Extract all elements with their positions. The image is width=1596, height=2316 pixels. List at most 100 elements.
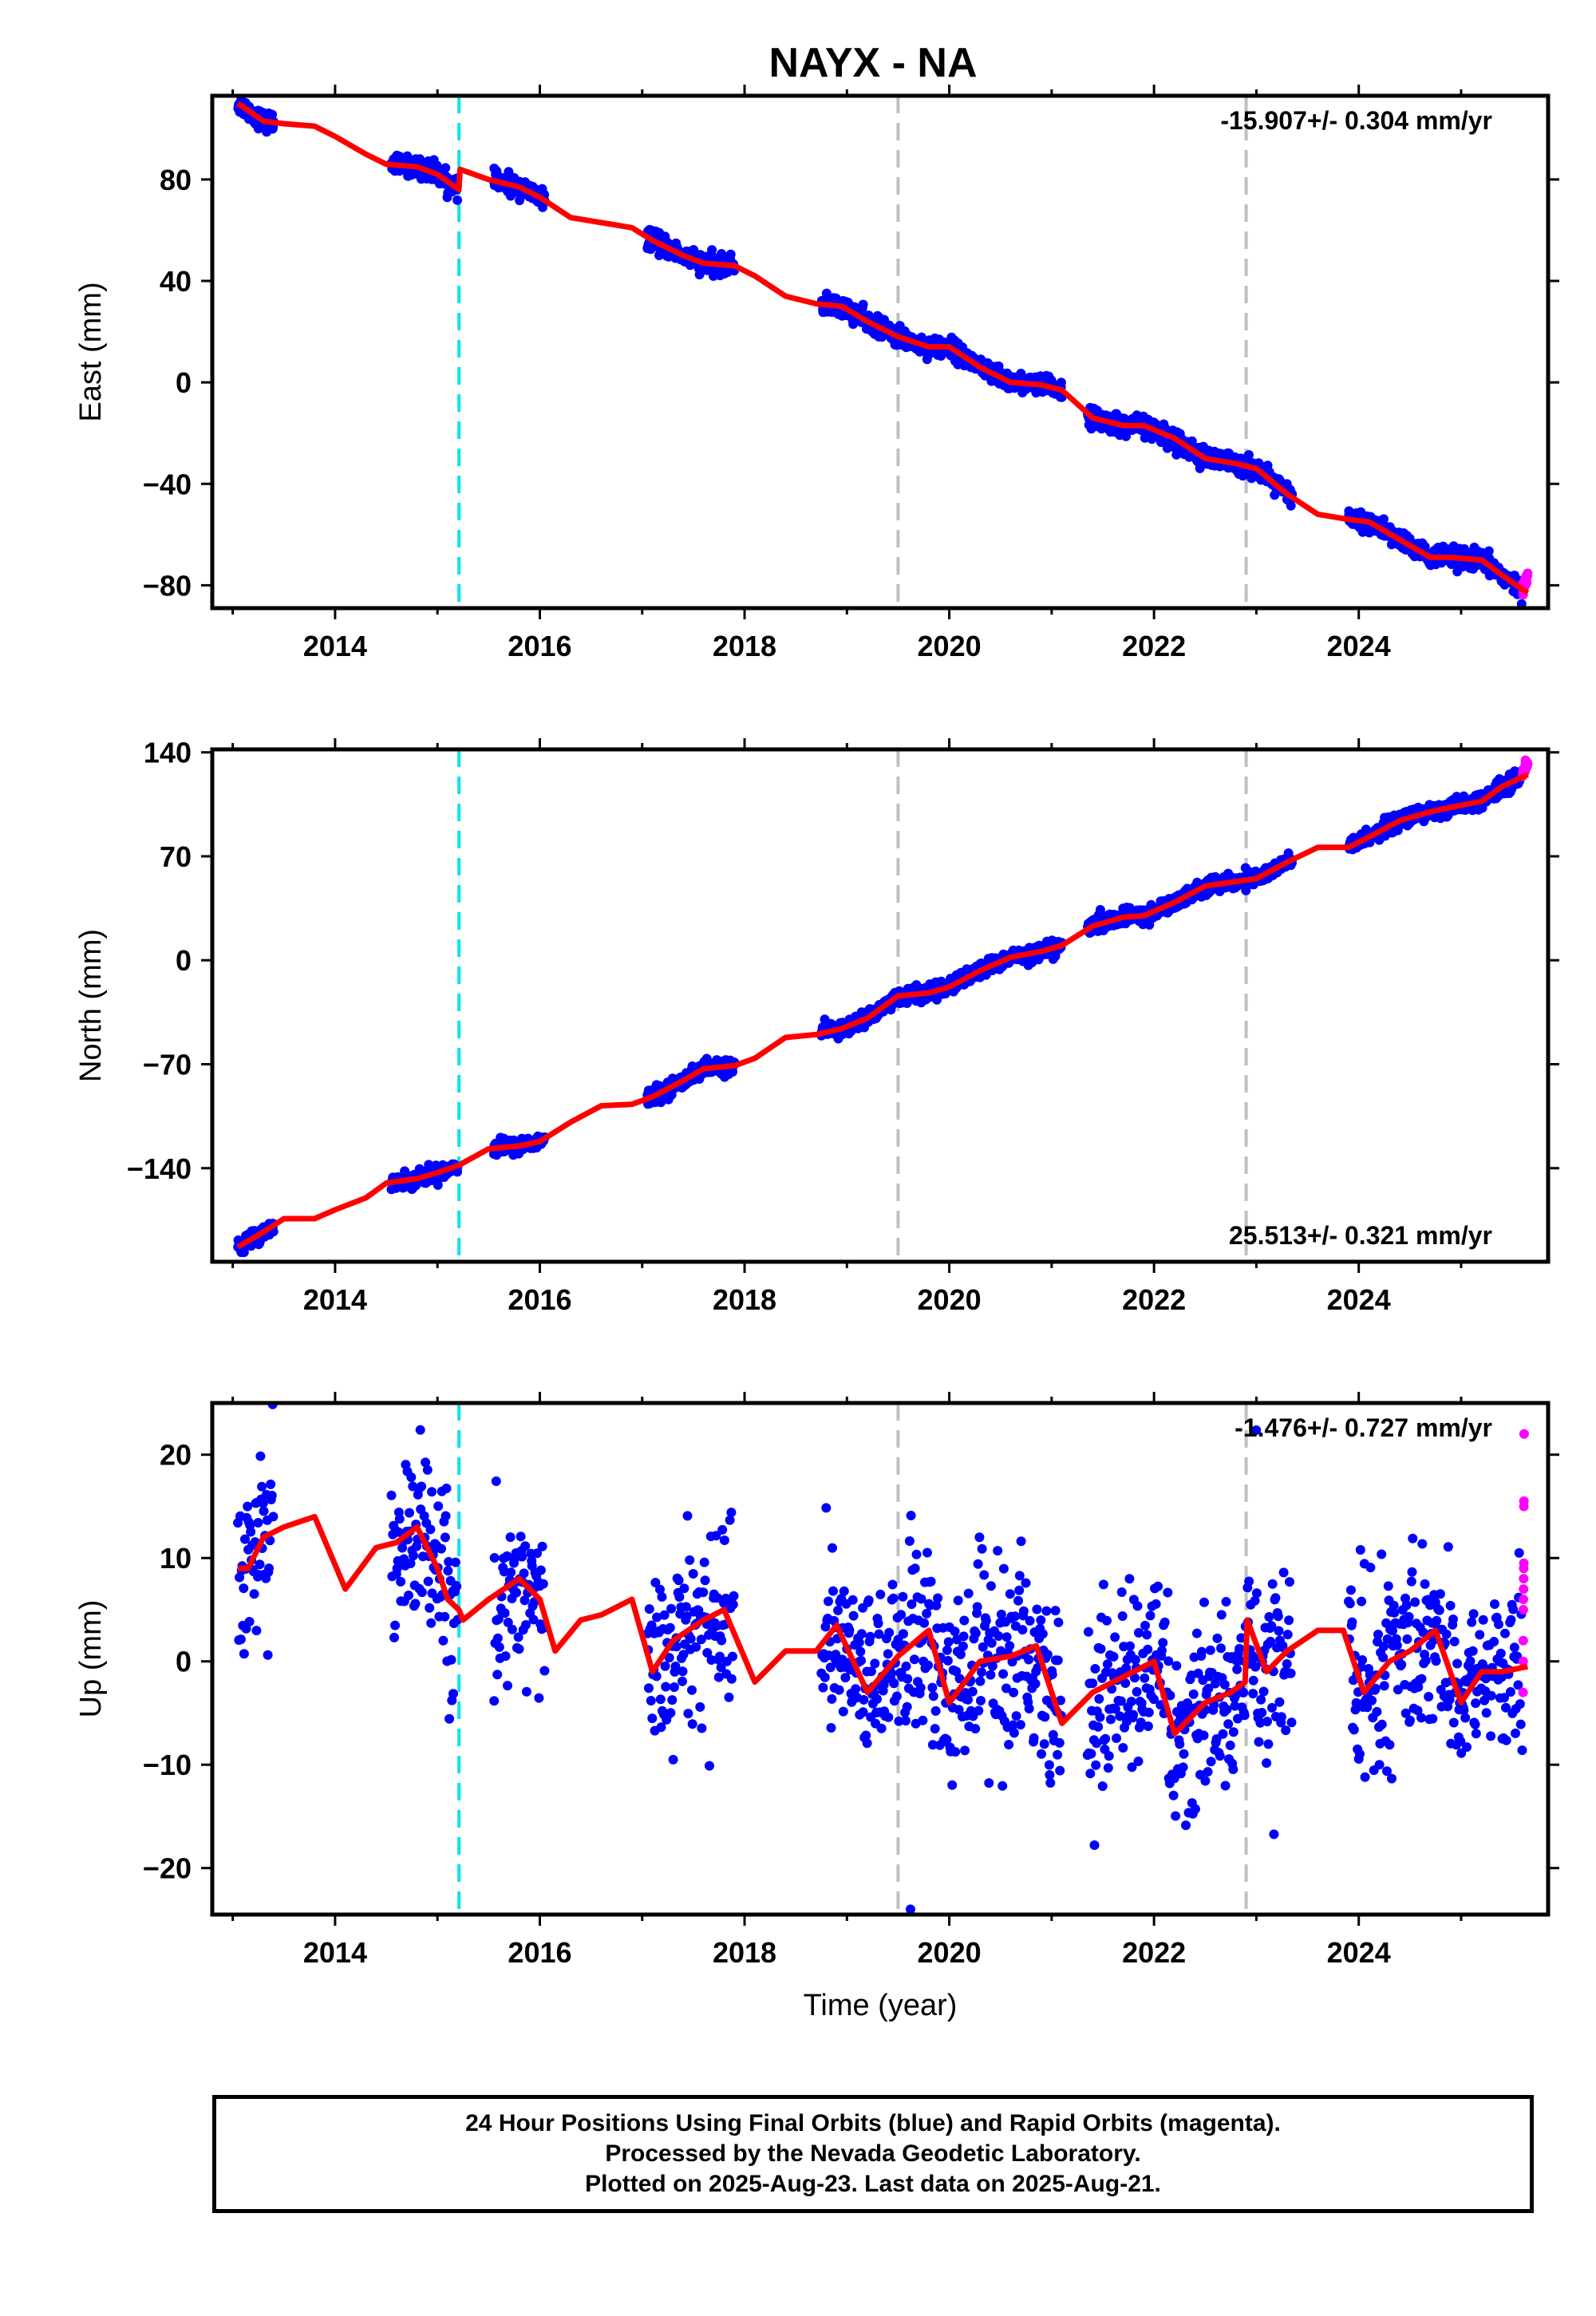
final-orbit-point xyxy=(888,1593,899,1603)
final-orbit-point xyxy=(389,1632,399,1642)
final-orbit-point xyxy=(831,1650,841,1660)
final-orbit-point xyxy=(669,1682,679,1692)
final-orbit-point xyxy=(406,1472,417,1482)
final-orbit-point xyxy=(678,1650,689,1660)
final-orbit-point xyxy=(512,1587,521,1598)
final-orbit-point xyxy=(257,1481,267,1492)
final-orbit-point xyxy=(263,1650,273,1660)
final-orbit-point xyxy=(682,1511,693,1521)
final-orbit-point xyxy=(896,1610,907,1620)
y-tick-label: 0 xyxy=(176,944,192,977)
final-orbit-point xyxy=(246,1527,256,1537)
x-tick-label: 2022 xyxy=(1122,1283,1186,1316)
final-orbit-point xyxy=(514,1644,524,1654)
final-orbit-point xyxy=(705,1761,714,1771)
final-orbit-point xyxy=(390,1620,401,1630)
final-orbit-point xyxy=(440,1511,451,1521)
final-orbit-point xyxy=(494,1642,504,1652)
final-orbit-point xyxy=(691,1642,701,1652)
final-orbit-point xyxy=(674,1592,685,1602)
final-orbit-point xyxy=(698,1587,709,1598)
final-orbit-point xyxy=(1516,599,1527,608)
x-tick-label: 2020 xyxy=(918,630,982,662)
final-orbit-point xyxy=(266,1479,276,1489)
final-orbit-point xyxy=(887,1579,898,1590)
final-orbit-point xyxy=(520,1541,531,1551)
final-orbit-point xyxy=(251,1626,262,1636)
final-orbit-point xyxy=(870,1658,880,1669)
final-orbit-point xyxy=(859,1694,869,1705)
final-orbit-point xyxy=(1420,542,1430,551)
final-orbit-point xyxy=(847,1595,858,1605)
rapid-orbit-points xyxy=(1517,568,1533,600)
final-orbit-point xyxy=(717,1524,728,1535)
y-tick-label: −80 xyxy=(143,569,192,602)
final-orbit-point xyxy=(861,1730,871,1741)
final-orbit-point xyxy=(711,1531,721,1541)
y-tick-label: 140 xyxy=(144,737,192,769)
y-tick-label: −140 xyxy=(127,1152,192,1185)
final-orbit-point xyxy=(239,1649,249,1659)
final-orbit-point xyxy=(879,1680,889,1690)
final-orbit-point xyxy=(873,1618,883,1629)
final-orbit-point xyxy=(417,1481,427,1492)
final-orbit-point xyxy=(825,1662,836,1673)
final-orbit-point xyxy=(513,1632,523,1642)
final-orbit-point xyxy=(1379,514,1389,524)
final-orbit-point xyxy=(267,1490,277,1500)
x-tick-label: 2014 xyxy=(303,630,367,662)
final-orbit-point xyxy=(695,1701,705,1712)
rapid-orbit-point xyxy=(1523,759,1533,769)
final-orbit-point xyxy=(489,1553,500,1563)
final-orbit-point xyxy=(874,1629,884,1639)
final-orbit-point xyxy=(440,1611,450,1622)
final-orbit-point xyxy=(726,1508,737,1518)
final-orbit-point xyxy=(689,1369,699,1379)
final-orbit-point xyxy=(405,1559,416,1568)
final-orbit-point xyxy=(828,1543,837,1553)
final-orbit-point xyxy=(423,1576,433,1587)
final-orbit-point xyxy=(535,1565,546,1575)
y-axis-label: North (mm) xyxy=(74,929,108,1082)
final-orbit-point xyxy=(521,1620,531,1630)
final-orbit-point xyxy=(679,1583,689,1594)
final-orbit-point xyxy=(517,1551,527,1562)
final-orbit-point xyxy=(894,1716,904,1726)
final-orbit-point xyxy=(671,1642,681,1652)
final-orbit-point xyxy=(268,1512,279,1522)
final-orbit-point xyxy=(425,1524,436,1535)
final-orbit-point xyxy=(421,1457,431,1468)
final-orbit-point xyxy=(858,299,868,310)
final-orbit-point xyxy=(883,1712,894,1722)
final-orbit-point xyxy=(422,1464,433,1475)
final-orbit-point xyxy=(438,1635,448,1646)
x-tick-label: 2016 xyxy=(508,1283,571,1316)
final-orbit-point xyxy=(519,1568,529,1579)
final-orbit-point xyxy=(647,1713,658,1724)
final-orbit-point xyxy=(674,1575,684,1586)
final-orbit-point xyxy=(521,1686,531,1697)
final-orbit-point xyxy=(700,1575,710,1586)
final-orbit-point xyxy=(404,1591,413,1600)
final-orbit-point xyxy=(665,1622,675,1633)
final-orbit-point xyxy=(433,1501,444,1512)
final-orbit-point xyxy=(715,1651,725,1662)
final-orbit-point xyxy=(235,1634,246,1645)
x-tick-label: 2014 xyxy=(303,1283,367,1316)
final-orbit-point xyxy=(259,1506,269,1516)
final-orbit-points xyxy=(233,1369,1527,1915)
final-orbit-point xyxy=(725,1515,735,1525)
final-orbit-point xyxy=(503,1618,513,1627)
final-orbit-point xyxy=(856,1655,866,1666)
y-tick-label: −40 xyxy=(143,468,192,500)
final-orbit-point xyxy=(657,1592,667,1602)
final-orbit-point xyxy=(863,1595,874,1606)
final-orbit-point xyxy=(717,1635,727,1646)
final-orbit-point xyxy=(505,1532,516,1543)
final-orbit-point xyxy=(702,1648,713,1658)
final-orbit-point xyxy=(405,1508,414,1518)
final-orbit-point xyxy=(660,1661,670,1671)
final-orbit-point xyxy=(678,1666,688,1677)
rate-label: -15.907+/- 0.304 mm/yr xyxy=(1220,106,1492,135)
final-orbit-point xyxy=(519,1595,530,1606)
